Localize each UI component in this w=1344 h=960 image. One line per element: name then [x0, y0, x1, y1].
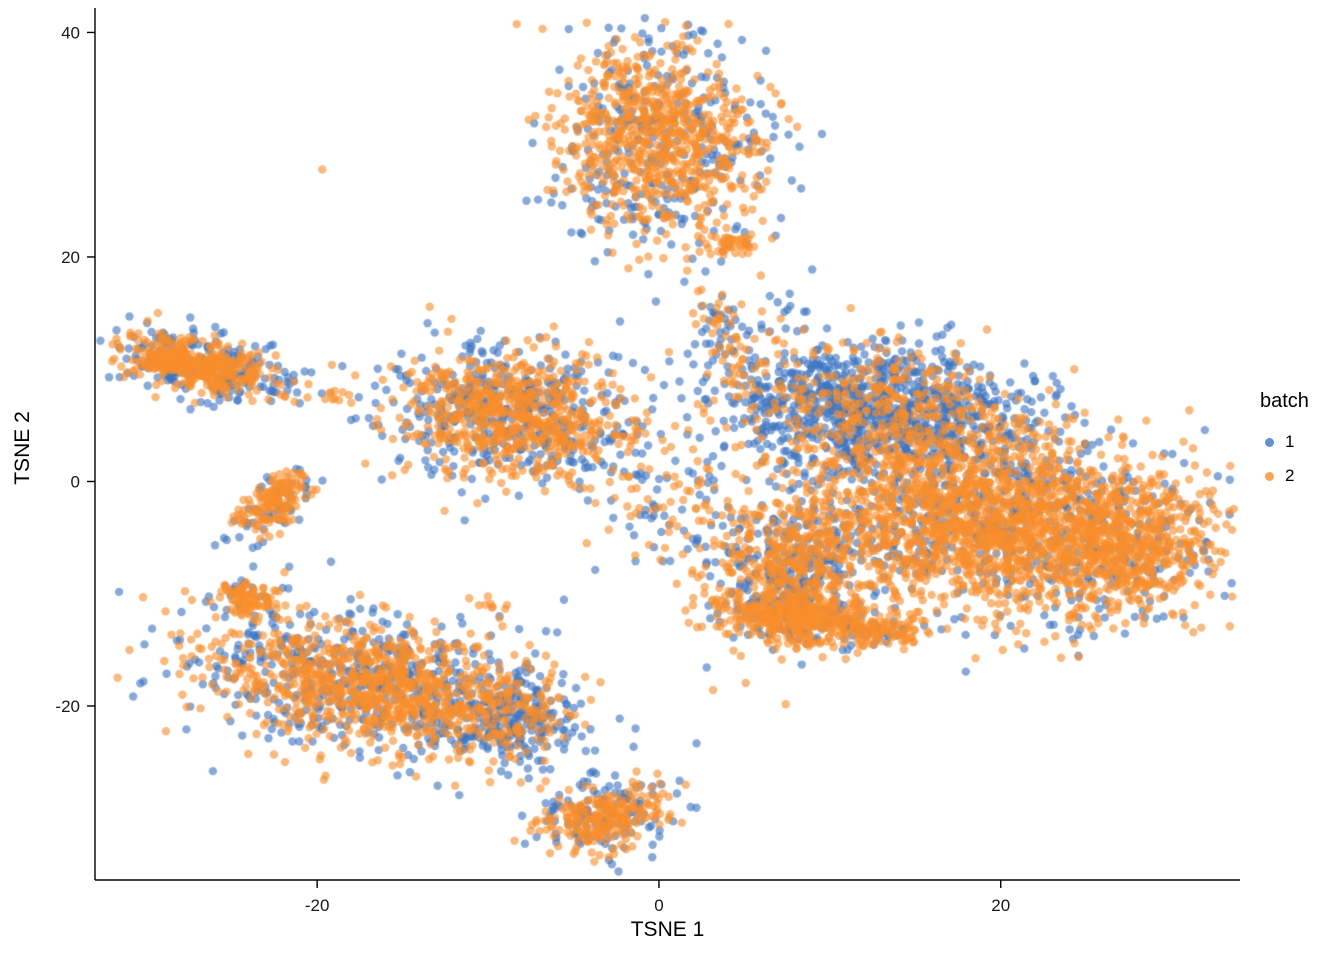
x-tick-label: -20: [305, 896, 330, 915]
legend-label-batch-1: 1: [1285, 432, 1295, 451]
batch-2-dot-icon: [1265, 471, 1274, 481]
legend-item-batch-2: 2: [1258, 459, 1309, 493]
x-axis-title: TSNE 1: [630, 918, 705, 941]
x-tick-label: 0: [654, 896, 663, 915]
legend-item-batch-1: 1: [1258, 425, 1309, 459]
legend-label-batch-2: 2: [1285, 466, 1295, 485]
legend-title: batch: [1260, 390, 1309, 412]
y-tick-label: 0: [71, 472, 80, 491]
y-tick-label: 40: [61, 23, 80, 42]
y-tick-label: 20: [61, 248, 80, 267]
batch-1-dot-icon: [1265, 437, 1274, 447]
legend: batch 1 2: [1258, 390, 1309, 493]
x-tick-label: 20: [991, 896, 1010, 915]
y-axis-title: TSNE 2: [11, 411, 34, 485]
y-tick-label: -20: [55, 697, 80, 716]
